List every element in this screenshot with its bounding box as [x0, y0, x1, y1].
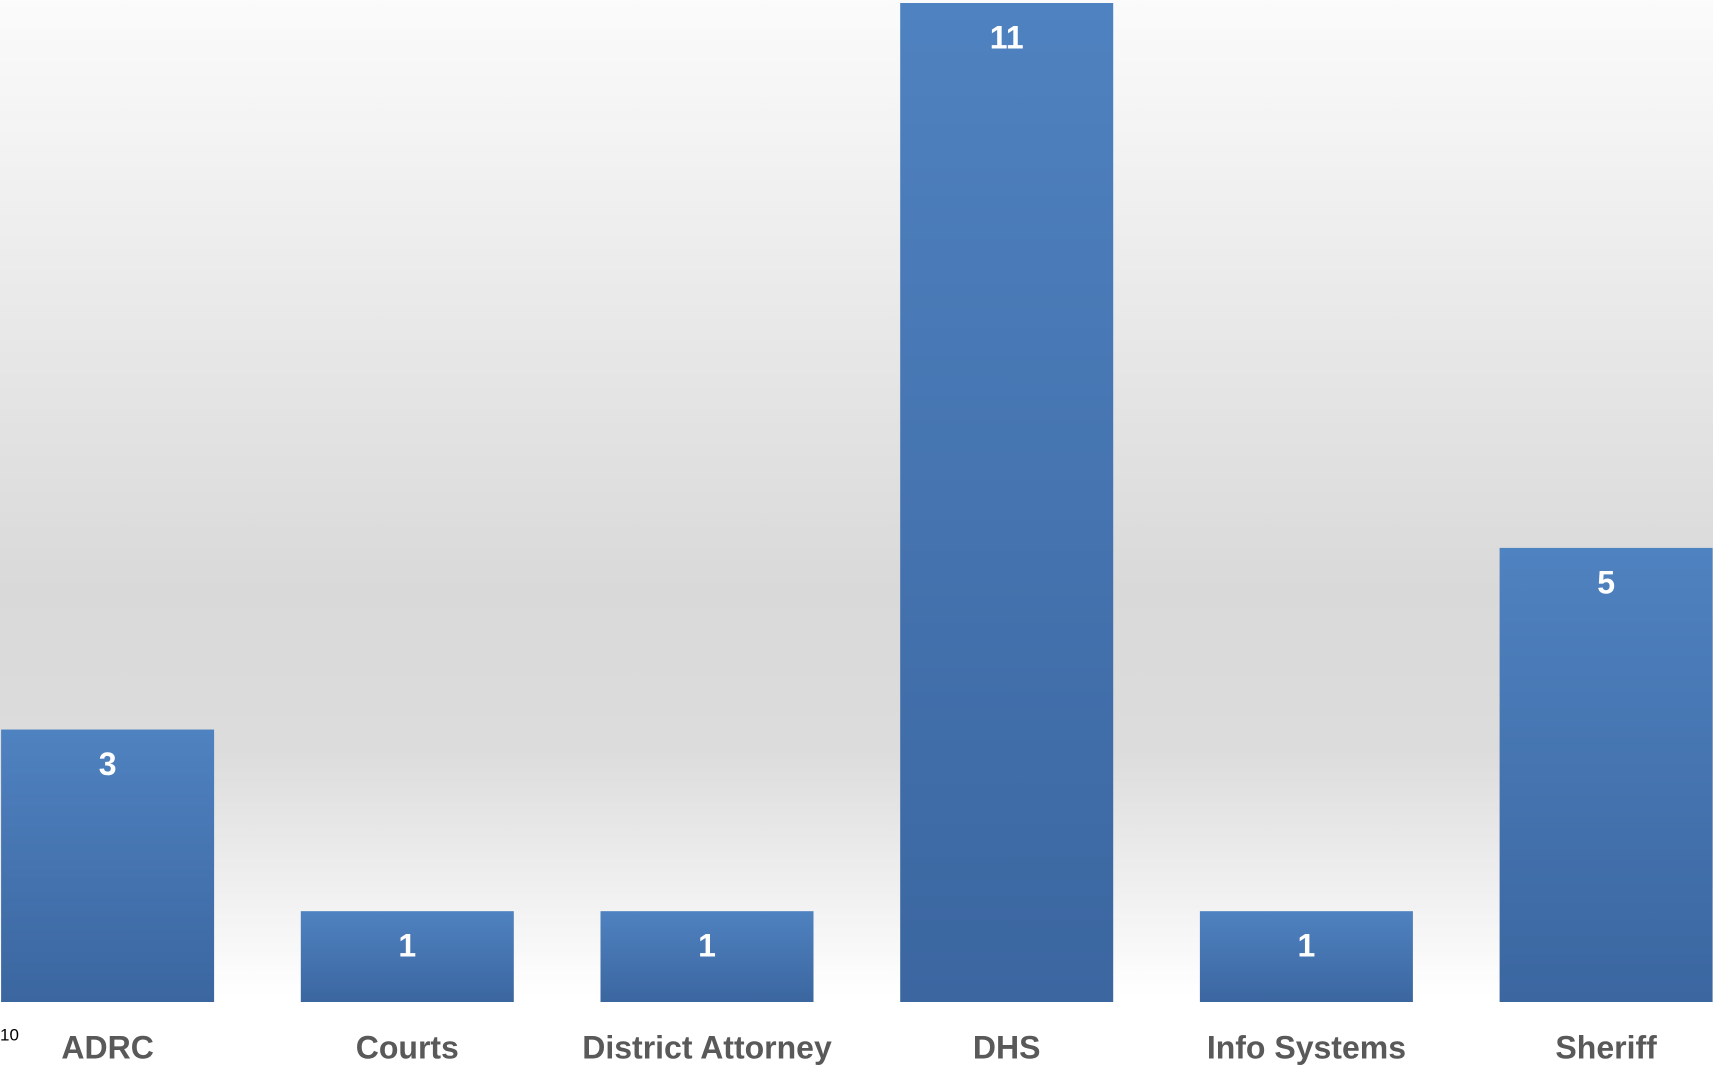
value-label: 5 — [1597, 564, 1615, 600]
value-label: 3 — [99, 746, 117, 782]
x-tick-label: DHS — [973, 1029, 1041, 1065]
x-tick-label: ADRC — [61, 1029, 153, 1065]
x-tick-label: District Attorney — [582, 1029, 832, 1065]
value-label: 1 — [1298, 928, 1316, 964]
x-tick-label: Sheriff — [1555, 1029, 1657, 1065]
bar — [1, 729, 215, 1002]
bar — [1499, 547, 1713, 1002]
annotation: 10 — [0, 1025, 19, 1044]
bar — [600, 911, 814, 1002]
value-label: 11 — [990, 19, 1024, 55]
x-tick-label: Courts — [356, 1029, 459, 1065]
bar — [900, 3, 1114, 1002]
value-label: 1 — [698, 928, 716, 964]
x-tick-label: Info Systems — [1207, 1029, 1406, 1065]
bar — [1199, 911, 1413, 1002]
value-label: 1 — [398, 928, 416, 964]
bar — [300, 911, 514, 1002]
